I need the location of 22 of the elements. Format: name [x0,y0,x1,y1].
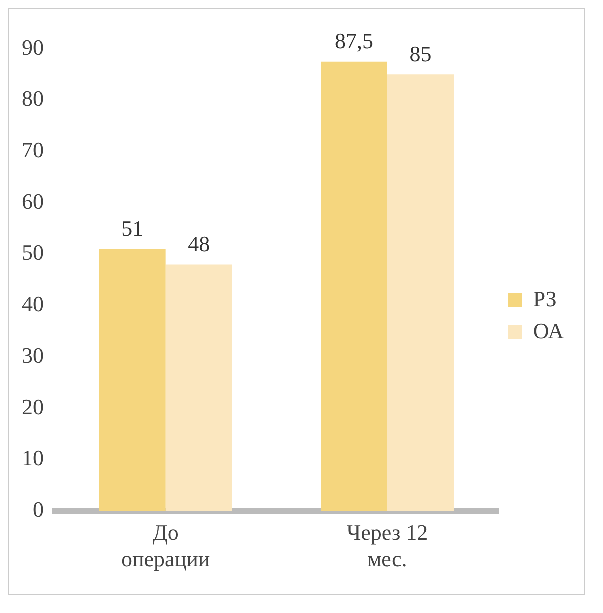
y-tick-label: 90 [22,34,44,60]
data-label: 85 [410,41,432,66]
data-label: 87,5 [334,28,374,54]
legend-label: ОА [533,318,564,344]
x-tick-label: До операции [122,520,210,572]
bar [387,74,454,512]
x-tick-label: Через 12 мес. [346,520,428,572]
bar [99,249,166,512]
y-tick-label: 20 [22,394,44,420]
bar [166,264,232,512]
legend-label: РЗ [533,286,557,312]
y-tick-label: 50 [22,240,44,266]
data-label: 48 [188,231,210,256]
y-tick-label: 40 [22,292,44,317]
y-tick-label: 80 [22,86,44,112]
y-tick-label: 30 [22,342,44,368]
y-tick-label: 10 [22,446,44,471]
y-tick-label: 0 [33,496,44,522]
y-tick-label: 70 [22,137,44,162]
data-label: 51 [122,216,144,242]
bar [320,62,388,512]
y-tick-label: 60 [22,188,44,214]
